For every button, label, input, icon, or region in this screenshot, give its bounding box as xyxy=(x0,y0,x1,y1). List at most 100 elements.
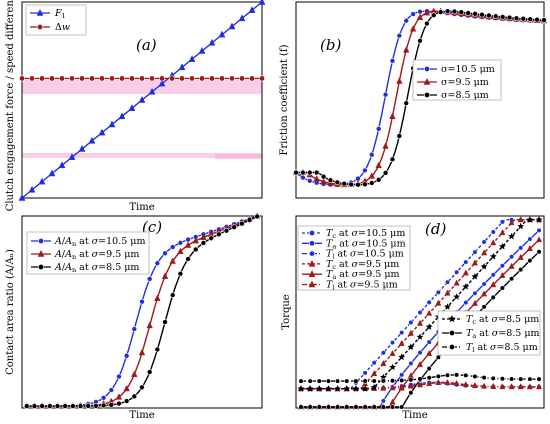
data-point xyxy=(389,378,396,384)
data-point xyxy=(131,326,138,332)
data-point xyxy=(361,385,369,392)
data-point xyxy=(389,363,396,371)
data-point xyxy=(18,75,25,82)
data-point xyxy=(534,16,540,23)
data-point xyxy=(426,339,432,345)
data-point xyxy=(435,373,441,379)
data-point xyxy=(334,378,341,384)
data-point xyxy=(320,173,327,180)
data-point xyxy=(481,382,488,389)
data-point xyxy=(108,387,115,393)
data-point xyxy=(380,378,386,384)
data-point xyxy=(416,360,424,367)
data-point xyxy=(298,378,304,384)
data-point xyxy=(77,403,84,409)
data-point xyxy=(398,339,405,346)
legend-label: F1 xyxy=(54,8,66,20)
data-point xyxy=(424,20,430,27)
data-point xyxy=(526,383,533,390)
data-point xyxy=(435,289,441,295)
data-point xyxy=(454,372,460,378)
data-point xyxy=(508,254,515,260)
data-point xyxy=(499,229,506,236)
data-point xyxy=(471,299,478,306)
data-point xyxy=(38,177,46,185)
data-point xyxy=(444,303,451,310)
data-point xyxy=(481,290,488,297)
data-point xyxy=(408,390,414,396)
data-point xyxy=(380,350,386,356)
data-point xyxy=(423,92,430,99)
legend-label: σ=8.5 μm xyxy=(441,90,489,101)
data-point xyxy=(499,242,506,250)
data-point xyxy=(408,360,414,367)
data-point xyxy=(518,267,524,273)
data-point xyxy=(453,279,460,286)
data-point xyxy=(131,393,138,400)
highlight-band xyxy=(22,153,262,158)
data-point xyxy=(499,271,506,278)
data-point xyxy=(480,263,488,270)
data-point xyxy=(219,75,226,82)
data-point xyxy=(177,240,184,246)
data-point xyxy=(492,13,499,20)
data-point xyxy=(526,244,533,251)
legend-label: Tc at σ=10.5 μm xyxy=(326,228,405,240)
data-point xyxy=(490,375,496,381)
data-point xyxy=(308,240,315,247)
data-point xyxy=(399,377,405,383)
legend-box xyxy=(25,4,87,36)
data-point xyxy=(382,170,389,176)
data-point xyxy=(246,217,253,223)
data-point xyxy=(425,323,433,330)
data-point xyxy=(417,37,423,44)
x-axis-title: Time xyxy=(129,202,154,213)
data-point xyxy=(517,216,524,223)
data-point xyxy=(146,369,153,375)
series-group xyxy=(23,212,261,409)
data-point xyxy=(62,403,68,409)
data-point xyxy=(536,376,542,382)
data-point xyxy=(352,385,360,392)
data-point xyxy=(128,104,136,111)
data-point xyxy=(417,8,423,15)
data-point xyxy=(48,169,56,177)
data-point xyxy=(417,376,423,382)
data-point xyxy=(371,404,377,410)
data-point xyxy=(308,230,315,237)
data-point xyxy=(18,193,26,201)
data-point xyxy=(138,348,146,356)
data-point xyxy=(444,378,451,385)
data-point xyxy=(146,321,153,329)
data-point xyxy=(517,383,524,390)
plot-frame xyxy=(21,1,263,199)
data-point xyxy=(481,281,487,287)
data-point xyxy=(100,394,107,401)
data-point xyxy=(499,263,506,269)
data-point xyxy=(408,319,414,326)
data-point xyxy=(508,383,515,390)
data-point xyxy=(382,142,389,149)
data-point xyxy=(306,169,313,176)
data-point xyxy=(47,403,53,409)
data-point xyxy=(200,233,207,240)
data-point xyxy=(343,385,351,392)
data-point xyxy=(536,383,543,390)
data-point xyxy=(437,9,444,15)
legend-label: Ta at σ=10.5 μm xyxy=(326,238,406,250)
data-point xyxy=(229,75,236,82)
data-point xyxy=(471,273,479,280)
data-point xyxy=(362,378,368,384)
data-point xyxy=(380,359,387,366)
data-point xyxy=(389,156,396,163)
highlight-band xyxy=(22,80,262,94)
data-point xyxy=(481,239,487,245)
data-point xyxy=(517,222,525,230)
data-point xyxy=(380,384,387,391)
data-point xyxy=(435,378,442,386)
data-point xyxy=(316,404,322,410)
legend-label: σ=10.5 μm xyxy=(441,64,495,75)
data-point xyxy=(513,15,520,21)
